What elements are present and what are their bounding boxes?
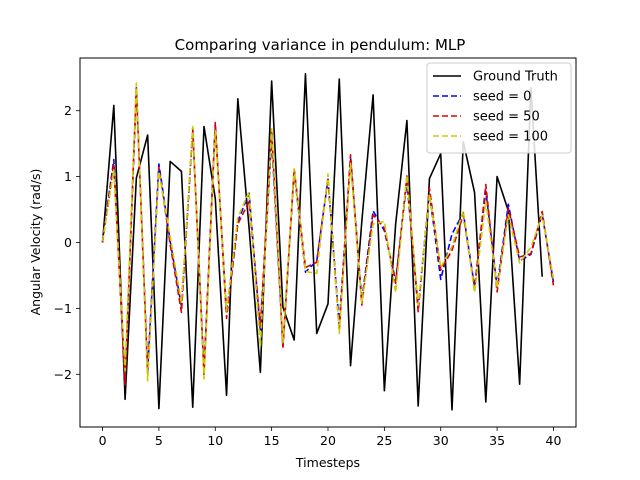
y-tick-label: 2 — [64, 103, 72, 118]
x-tick-label: 40 — [546, 433, 562, 448]
legend-label: seed = 50 — [473, 110, 540, 125]
legend-box — [426, 62, 572, 154]
x-tick-label: 0 — [99, 433, 107, 448]
x-tick-label: 35 — [489, 433, 505, 448]
legend-label: seed = 100 — [473, 130, 548, 145]
x-axis-label: Timesteps — [295, 455, 360, 470]
series-line-seed-100 — [101, 82, 555, 382]
y-tick-label: 0 — [64, 235, 72, 250]
x-tick-label: 10 — [207, 433, 223, 448]
series-line-seed-50 — [101, 86, 555, 386]
x-tick-label: 20 — [320, 433, 336, 448]
chart-title: Comparing variance in pendulum: MLP — [175, 36, 466, 54]
legend: Ground Truth seed = 0 seed = 50 seed = 100 — [426, 62, 572, 154]
y-tick-label: −2 — [54, 367, 72, 382]
series-line-ground-truth — [101, 73, 543, 411]
y-axis: −2 −1 0 1 2 — [54, 103, 80, 382]
legend-label: seed = 0 — [473, 90, 531, 105]
y-tick-label: −1 — [54, 301, 72, 316]
x-tick-label: 5 — [155, 433, 163, 448]
plot-area — [101, 73, 555, 411]
x-axis: 0 5 10 15 20 25 30 35 40 — [99, 427, 562, 448]
x-tick-label: 15 — [264, 433, 280, 448]
legend-label: Ground Truth — [473, 70, 558, 85]
y-tick-label: 1 — [64, 169, 72, 184]
x-tick-label: 25 — [376, 433, 392, 448]
x-tick-label: 30 — [433, 433, 449, 448]
y-axis-label: Angular Velocity (rad/s) — [28, 169, 43, 316]
